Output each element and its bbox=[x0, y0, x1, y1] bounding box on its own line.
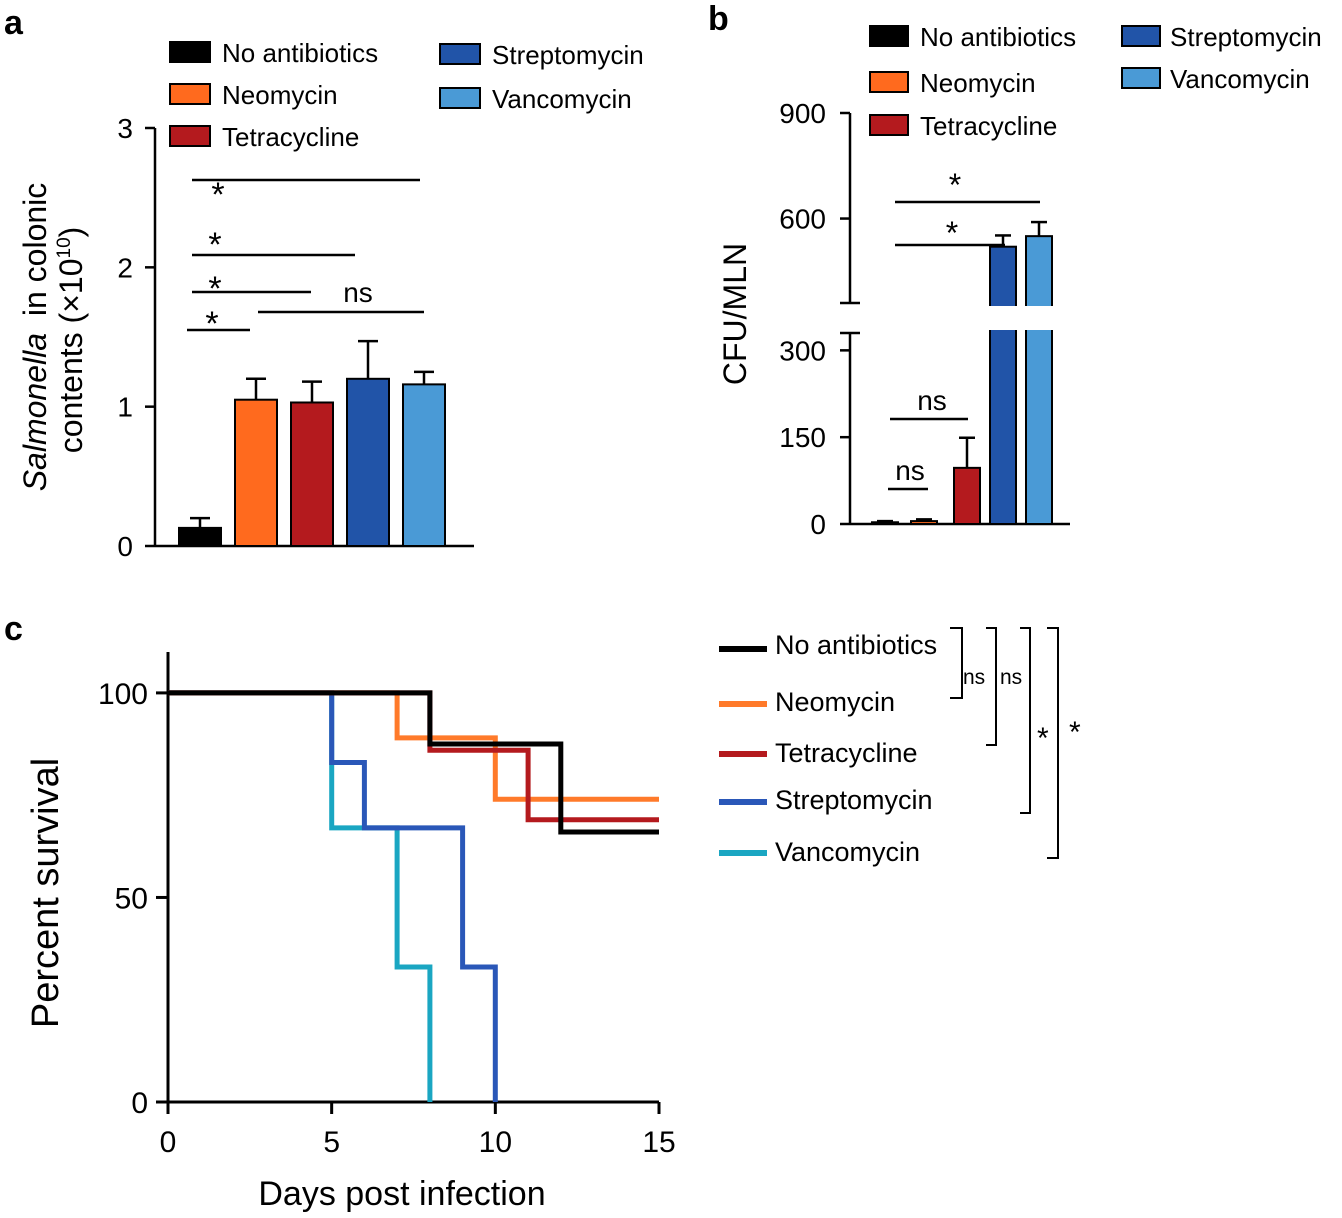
bracket-c-1 bbox=[986, 627, 997, 746]
b-ytick-label-4: 900 bbox=[779, 98, 826, 129]
legend-b-label-3: Streptomycin bbox=[1170, 22, 1322, 52]
c-ytick-label-0: 0 bbox=[131, 1087, 148, 1120]
bracket-c-3 bbox=[1047, 627, 1059, 859]
a-bar-4 bbox=[402, 383, 446, 547]
panel-a-legend: No antibiotics Neomycin Tetracycline Str… bbox=[169, 38, 644, 152]
panel-a-ylabel-italic: Salmonella bbox=[17, 333, 53, 491]
legend-b-label-2: Tetracycline bbox=[920, 111, 1057, 141]
c-series-neomycin bbox=[168, 690, 659, 802]
sig-c-label-0: ns bbox=[963, 666, 985, 689]
b-bar-4 bbox=[1025, 235, 1053, 525]
panel-label-b: b bbox=[708, 0, 729, 38]
panel-a-ylabel-rest: in colonic bbox=[17, 183, 53, 316]
panel-c-ylabel: Percent survival bbox=[25, 758, 67, 1028]
b-bar-2 bbox=[953, 466, 981, 525]
legend-a-swatch-2 bbox=[169, 125, 211, 147]
panel-label-c: c bbox=[4, 610, 23, 648]
a-sig-label-0: * bbox=[211, 176, 224, 214]
panel-a-chart: No antibiotics Neomycin Tetracycline Str… bbox=[17, 38, 644, 562]
b-sig-label-3: ns bbox=[895, 455, 925, 486]
a-ytick-label-0: 0 bbox=[117, 531, 133, 562]
legend-a-label-0: No antibiotics bbox=[222, 38, 378, 68]
panel-c-legend: No antibiotics Neomycin Tetracycline Str… bbox=[719, 630, 937, 867]
panel-c-significance-brackets: ns ns * * bbox=[950, 627, 1081, 859]
legend-b-swatch-0 bbox=[869, 25, 909, 47]
legend-b-swatch-3 bbox=[1121, 25, 1161, 47]
b-sig-label-0: * bbox=[949, 167, 961, 203]
c-series-streptomycin bbox=[168, 690, 498, 1102]
bracket-c-2 bbox=[1020, 627, 1031, 814]
panel-b-legend: No antibiotics Neomycin Tetracycline Str… bbox=[869, 22, 1322, 141]
legend-a-swatch-0 bbox=[169, 41, 211, 63]
panel-b-axis-break-gap bbox=[980, 306, 1060, 330]
b-ytick-label-1: 150 bbox=[779, 422, 826, 453]
b-sig-label-1: * bbox=[946, 215, 958, 251]
c-xtick-label-2: 10 bbox=[479, 1126, 512, 1159]
sig-c-label-1: ns bbox=[1000, 666, 1022, 689]
c-ytick-label-1: 50 bbox=[115, 882, 148, 915]
legend-b-swatch-2 bbox=[869, 114, 909, 136]
panel-a-ylabel-close: ) bbox=[53, 227, 89, 238]
b-ytick-label-0: 0 bbox=[810, 509, 826, 540]
a-ytick-label-3: 3 bbox=[117, 113, 133, 144]
legend-a-label-2: Tetracycline bbox=[222, 122, 359, 152]
a-ytick-label-2: 2 bbox=[117, 252, 133, 283]
legend-c-label-1: Neomycin bbox=[775, 687, 895, 717]
a-sig-label-2: * bbox=[208, 270, 221, 308]
b-sig-label-2: ns bbox=[917, 385, 947, 416]
panel-label-a: a bbox=[4, 4, 24, 42]
legend-b-label-0: No antibiotics bbox=[920, 22, 1076, 52]
legend-b-swatch-4 bbox=[1121, 67, 1161, 89]
a-sig-label-3: * bbox=[205, 305, 218, 343]
legend-b-swatch-1 bbox=[869, 71, 909, 93]
legend-a-label-3: Streptomycin bbox=[492, 40, 644, 70]
legend-b-label-1: Neomycin bbox=[920, 68, 1036, 98]
c-ytick-label-2: 100 bbox=[98, 678, 148, 711]
b-bar-1 bbox=[910, 520, 938, 526]
c-series-vancomycin bbox=[168, 690, 433, 1102]
legend-b-label-4: Vancomycin bbox=[1170, 64, 1310, 94]
a-bar-0 bbox=[178, 526, 222, 547]
panel-a-ylabel-line1: Salmonella in colonic bbox=[17, 183, 53, 492]
sig-c-label-3: * bbox=[1069, 716, 1081, 749]
panel-c-chart: 0 50 100 0 5 10 15 Days post infection Percent… bbox=[25, 627, 1081, 1213]
c-xtick-label-1: 5 bbox=[323, 1126, 340, 1159]
legend-a-swatch-1 bbox=[169, 83, 211, 105]
c-xtick-label-0: 0 bbox=[160, 1126, 177, 1159]
panel-a-ylabel-exponent: 10 bbox=[54, 237, 75, 258]
c-series-no-antibiotics bbox=[168, 690, 659, 835]
sig-c-label-2: * bbox=[1037, 722, 1049, 755]
a-bar-3 bbox=[346, 377, 390, 547]
a-sig-label-1: * bbox=[208, 226, 221, 264]
a-bar-2 bbox=[290, 401, 334, 547]
legend-a-label-1: Neomycin bbox=[222, 80, 338, 110]
b-ytick-label-3: 600 bbox=[779, 204, 826, 235]
legend-a-swatch-4 bbox=[439, 87, 481, 109]
legend-a-swatch-3 bbox=[439, 43, 481, 65]
b-bar-0 bbox=[871, 521, 899, 525]
legend-c-label-0: No antibiotics bbox=[775, 630, 937, 660]
legend-a-label-4: Vancomycin bbox=[492, 84, 632, 114]
a-sig-label-4: ns bbox=[343, 277, 373, 308]
legend-c-label-3: Streptomycin bbox=[775, 785, 933, 815]
panel-a-ylabel-line2-text: contents (×10 bbox=[53, 259, 89, 454]
panel-c-xlabel: Days post infection bbox=[258, 1175, 545, 1213]
b-ytick-label-2: 300 bbox=[779, 335, 826, 366]
panel-b-ylabel: CFU/MLN bbox=[717, 243, 753, 385]
b-bar-3 bbox=[989, 245, 1017, 525]
panel-a-ylabel-line2: contents (×1010) bbox=[53, 227, 89, 454]
a-bar-1 bbox=[234, 398, 278, 548]
legend-c-label-2: Tetracycline bbox=[775, 738, 918, 768]
c-xtick-label-3: 15 bbox=[642, 1126, 675, 1159]
panel-b-chart: No antibiotics Neomycin Tetracycline Str… bbox=[717, 22, 1322, 540]
legend-c-label-4: Vancomycin bbox=[775, 837, 920, 867]
a-ytick-label-1: 1 bbox=[117, 392, 133, 423]
bracket-c-0 bbox=[950, 627, 963, 699]
